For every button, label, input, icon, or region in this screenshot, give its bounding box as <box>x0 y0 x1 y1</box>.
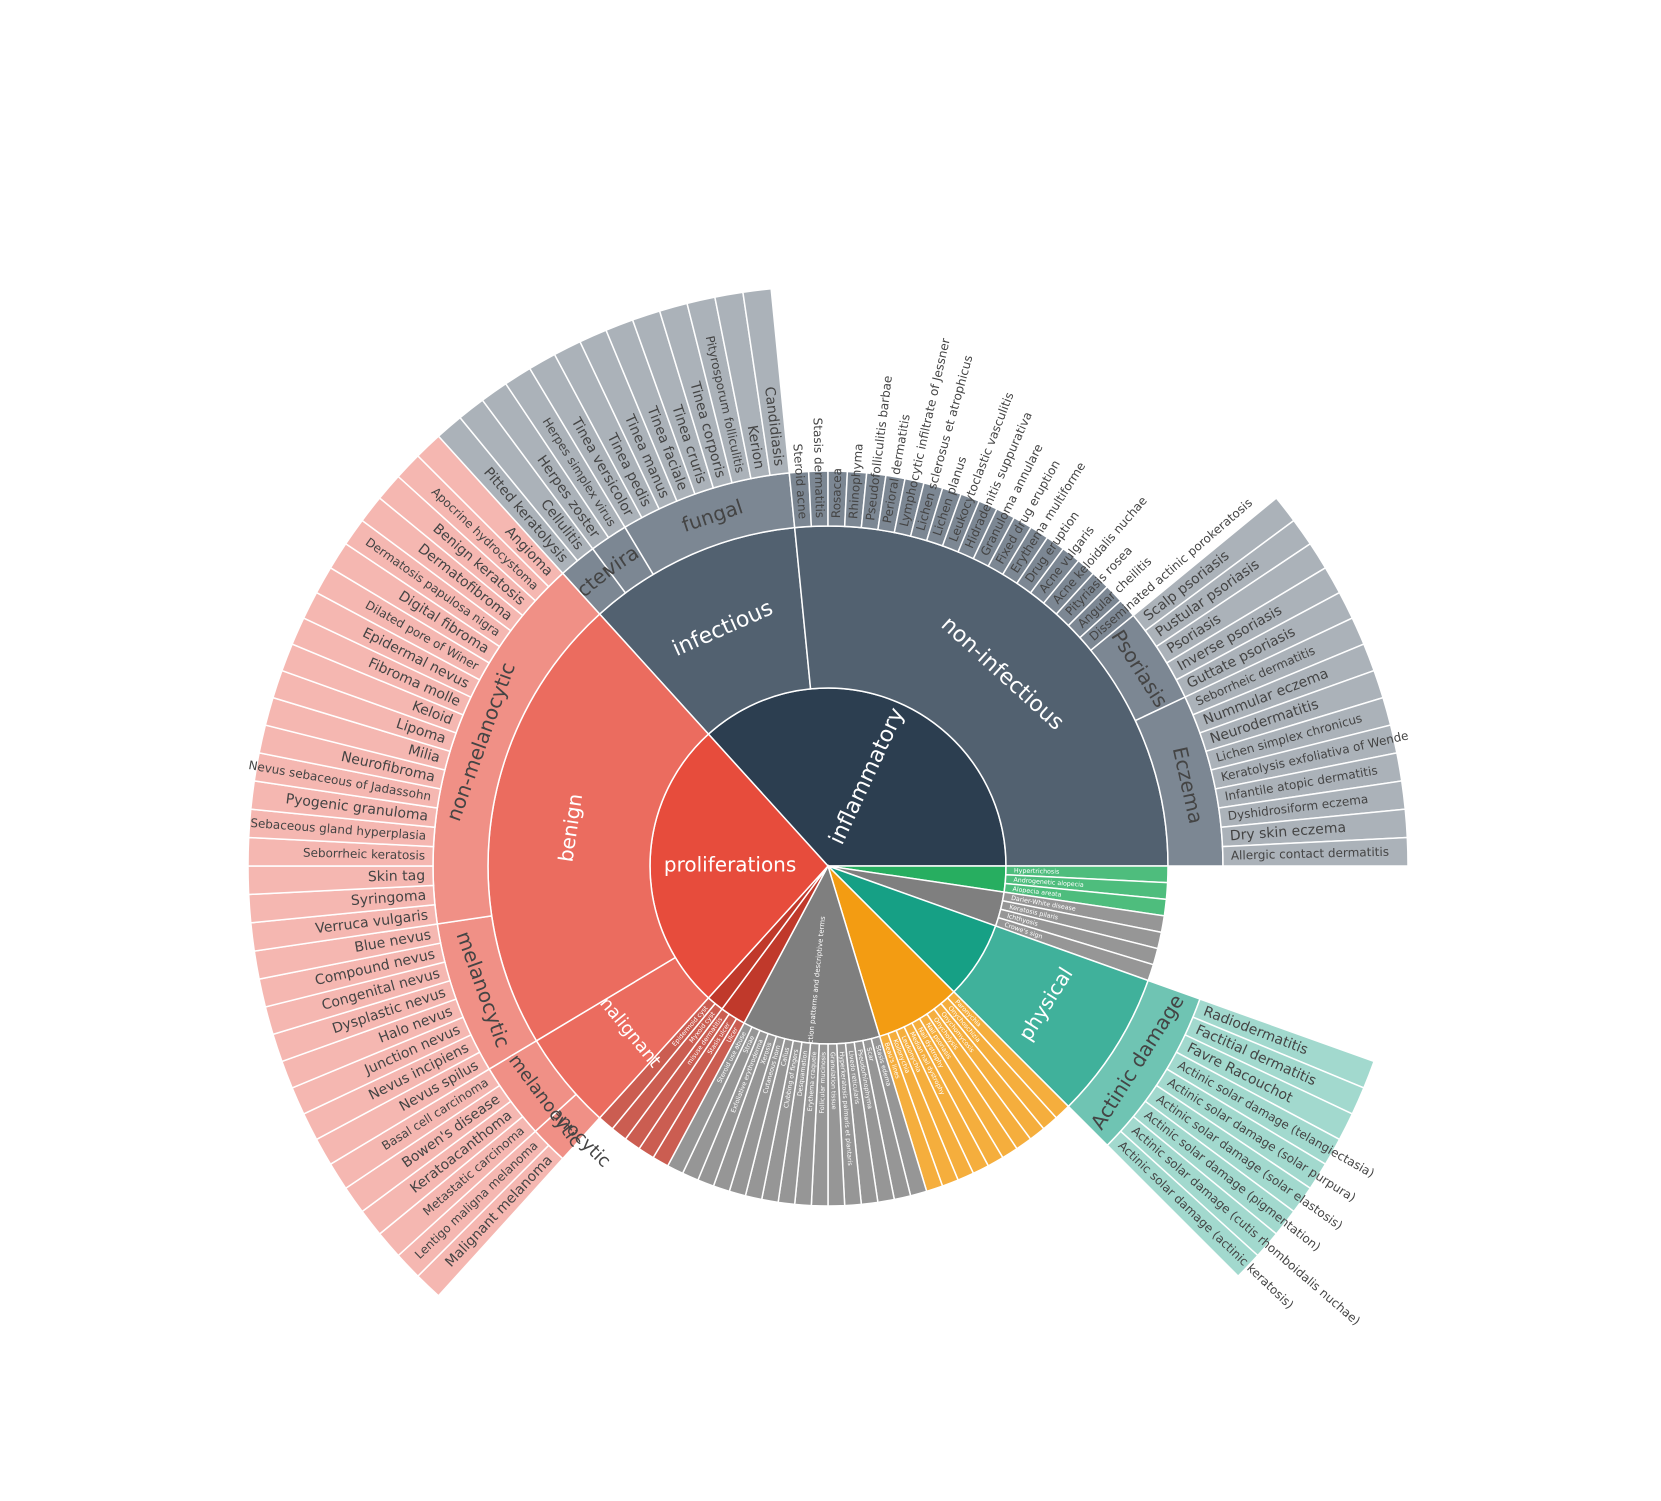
segment-actinic-solar-damage-actinic-keratosis[interactable] <box>1106 1130 1259 1278</box>
segment-label: Kerion <box>744 424 767 470</box>
segment-label: Skin tag <box>368 868 426 885</box>
segment-label: Granulation tissue <box>829 1052 837 1110</box>
segment-label: Callus <box>780 1047 791 1067</box>
segment-label: Erythema craquele <box>807 1051 818 1111</box>
segment-label: Seborrheic keratosis <box>303 846 426 863</box>
segment-label: Rosacea <box>829 468 844 518</box>
segment-label: Rhinophyma <box>846 443 866 519</box>
segment-label: Scar <box>865 1047 875 1063</box>
segment-allergic-contact-dermatitis[interactable] <box>1221 836 1409 867</box>
segment-label: Syringoma <box>350 888 426 910</box>
segment-label: Stasis dermatitis <box>810 418 826 519</box>
segment-label: Hypertrichosis <box>1014 868 1060 876</box>
segment-label: Follicular mucinosis <box>819 1052 828 1114</box>
segment-angioma[interactable] <box>416 435 564 588</box>
segment-label: Steroid acne <box>790 443 810 519</box>
segment-label-proliferations: proliferations <box>664 853 796 877</box>
segment-label: Allergic contact dermatitis <box>1231 845 1389 863</box>
